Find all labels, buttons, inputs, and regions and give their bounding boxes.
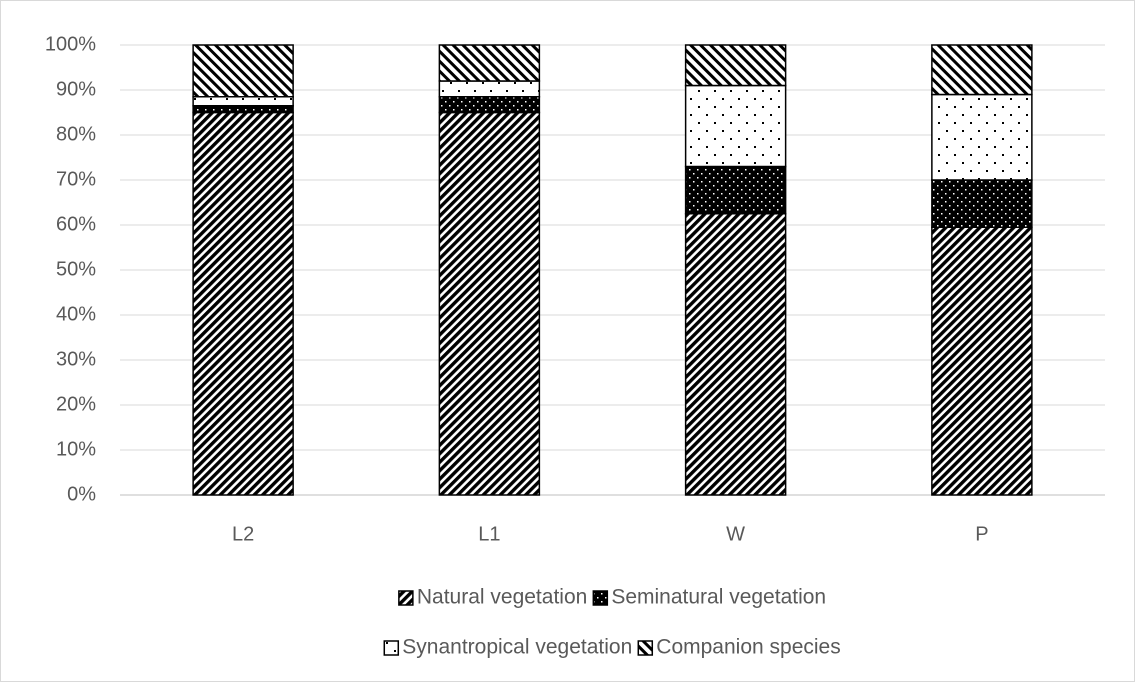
legend-swatch bbox=[592, 590, 609, 606]
bar-segment bbox=[684, 84, 787, 168]
bar-segment bbox=[192, 44, 294, 98]
legend-label: Natural vegetation bbox=[417, 586, 587, 609]
bar-segment bbox=[438, 80, 541, 98]
x-tick-label: L1 bbox=[478, 523, 500, 545]
bar-segment bbox=[684, 165, 787, 215]
y-tick-label: 0% bbox=[67, 483, 96, 505]
y-tick-label: 40% bbox=[56, 303, 96, 325]
bar-segment bbox=[438, 96, 541, 114]
bar-segment bbox=[438, 44, 541, 82]
bar-segment bbox=[684, 44, 787, 87]
bar-segment bbox=[192, 111, 294, 496]
legend-label: Seminatural vegetation bbox=[611, 586, 826, 609]
bar-segment bbox=[931, 44, 1033, 96]
bar-segment bbox=[931, 179, 1033, 228]
x-tick-label: L2 bbox=[232, 523, 254, 545]
legend-label: Companion species bbox=[656, 636, 840, 659]
bar-segment bbox=[192, 105, 294, 114]
legend-swatch bbox=[637, 640, 654, 656]
y-tick-label: 100% bbox=[45, 33, 96, 55]
bar-segment bbox=[438, 111, 541, 496]
y-tick-label: 50% bbox=[56, 258, 96, 280]
legend-swatch bbox=[383, 640, 400, 656]
y-tick-label: 60% bbox=[56, 213, 96, 235]
y-tick-label: 10% bbox=[56, 438, 96, 460]
y-tick-label: 80% bbox=[56, 123, 96, 145]
bar-segment bbox=[192, 96, 294, 107]
bar-segment bbox=[931, 93, 1033, 181]
y-tick-label: 20% bbox=[56, 393, 96, 415]
legend-swatch bbox=[398, 590, 414, 606]
x-tick-label: W bbox=[726, 523, 745, 545]
y-tick-label: 70% bbox=[56, 168, 96, 190]
bar-segment bbox=[931, 226, 1033, 496]
legend-label: Synantropical vegetation bbox=[402, 636, 632, 659]
legend: Natural vegetation Seminatural vegetation… bbox=[383, 586, 841, 659]
y-tick-label: 30% bbox=[56, 348, 96, 370]
x-tick-label: P bbox=[975, 523, 988, 545]
y-tick-label: 90% bbox=[56, 78, 96, 100]
bar-segment bbox=[684, 213, 787, 496]
